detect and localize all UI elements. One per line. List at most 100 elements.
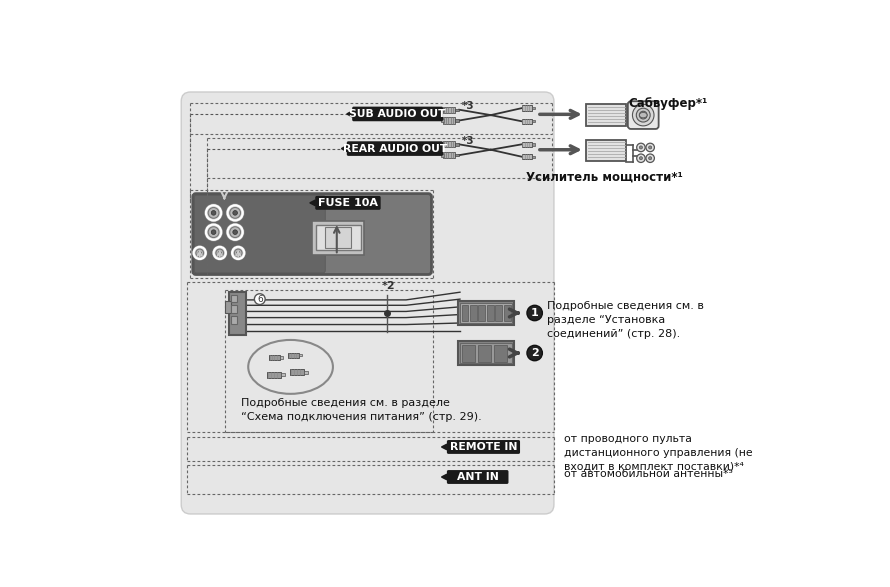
Bar [441, 143, 444, 146]
FancyBboxPatch shape [194, 195, 325, 273]
Bar [288, 353, 299, 357]
Bar [522, 154, 532, 160]
Bar [316, 225, 360, 250]
Circle shape [649, 146, 651, 149]
Bar [458, 342, 514, 365]
Circle shape [193, 246, 206, 260]
Circle shape [649, 157, 651, 160]
FancyBboxPatch shape [447, 440, 520, 454]
Text: ANT IN: ANT IN [457, 472, 498, 482]
Bar [312, 221, 365, 255]
Bar [229, 292, 246, 335]
Bar [456, 109, 459, 111]
Bar [494, 345, 507, 362]
Bar [478, 345, 490, 362]
Circle shape [233, 230, 238, 234]
Circle shape [227, 204, 244, 221]
Bar [225, 302, 231, 313]
Bar [456, 119, 459, 122]
Circle shape [636, 143, 645, 151]
Circle shape [208, 227, 219, 238]
Circle shape [208, 207, 219, 218]
Circle shape [234, 249, 242, 257]
Bar [470, 305, 477, 322]
Bar [479, 305, 485, 322]
Circle shape [231, 246, 245, 260]
Circle shape [636, 108, 651, 122]
Circle shape [639, 112, 647, 119]
Circle shape [230, 207, 240, 218]
FancyBboxPatch shape [182, 92, 554, 514]
Circle shape [639, 157, 643, 160]
Bar [522, 141, 532, 147]
Text: *3: *3 [462, 101, 475, 111]
Bar [587, 104, 627, 126]
Bar [460, 343, 513, 363]
Bar [443, 141, 456, 147]
Bar [532, 156, 536, 158]
Circle shape [646, 143, 654, 151]
Bar [587, 140, 627, 161]
Bar [456, 154, 459, 156]
Circle shape [237, 251, 239, 255]
Polygon shape [347, 111, 352, 117]
Text: REAR AUDIO OUT: REAR AUDIO OUT [343, 144, 447, 154]
FancyBboxPatch shape [447, 470, 508, 484]
Circle shape [213, 246, 227, 260]
Bar [504, 305, 511, 322]
Circle shape [230, 227, 240, 238]
Bar [290, 369, 304, 375]
Bar [443, 152, 456, 158]
Bar [532, 143, 536, 146]
Circle shape [211, 230, 216, 234]
Ellipse shape [639, 112, 647, 118]
Text: 1: 1 [530, 308, 538, 318]
Circle shape [527, 305, 542, 321]
Bar [443, 107, 456, 113]
Text: SUB AUDIO OUT: SUB AUDIO OUT [349, 109, 446, 119]
Circle shape [211, 211, 216, 215]
Text: REMOTE IN: REMOTE IN [449, 442, 517, 452]
Text: Подробные сведения см. в разделе
“Схема подключения питания” (стр. 29).: Подробные сведения см. в разделе “Схема … [240, 397, 481, 421]
Polygon shape [310, 200, 315, 205]
FancyBboxPatch shape [315, 196, 381, 210]
Bar [532, 107, 536, 109]
Circle shape [633, 104, 654, 126]
Bar [443, 117, 456, 124]
Circle shape [255, 294, 265, 305]
Circle shape [227, 224, 244, 241]
Circle shape [205, 224, 222, 241]
Circle shape [642, 113, 644, 117]
Polygon shape [441, 444, 447, 450]
Bar [231, 316, 237, 324]
Text: Сабвуфер*¹: Сабвуфер*¹ [628, 97, 708, 110]
Text: от проводного пульта
дистанционного управления (не
входит в комплект поставки)*⁴: от проводного пульта дистанционного упра… [564, 434, 753, 472]
Polygon shape [441, 474, 447, 480]
Circle shape [639, 146, 643, 149]
Bar [304, 371, 308, 374]
Text: *3: *3 [462, 136, 475, 146]
Bar [325, 227, 352, 248]
FancyBboxPatch shape [347, 141, 443, 156]
Bar [532, 120, 536, 123]
Bar [231, 295, 237, 302]
Bar [267, 372, 281, 377]
FancyBboxPatch shape [352, 107, 443, 122]
Bar [487, 305, 494, 322]
Bar [299, 354, 302, 356]
Bar [441, 154, 444, 157]
Bar [231, 305, 237, 313]
Text: от автомобильной антенны*⁵: от автомобильной антенны*⁵ [564, 469, 732, 480]
Text: *2: *2 [382, 281, 395, 291]
Circle shape [198, 251, 201, 255]
Text: 6: 6 [257, 295, 263, 303]
Circle shape [527, 345, 542, 361]
Bar [441, 119, 444, 122]
Circle shape [216, 249, 223, 257]
Bar [496, 305, 502, 322]
Circle shape [218, 251, 222, 255]
Bar [279, 356, 283, 359]
Circle shape [636, 154, 645, 163]
Bar [281, 373, 285, 376]
Bar [456, 143, 459, 146]
